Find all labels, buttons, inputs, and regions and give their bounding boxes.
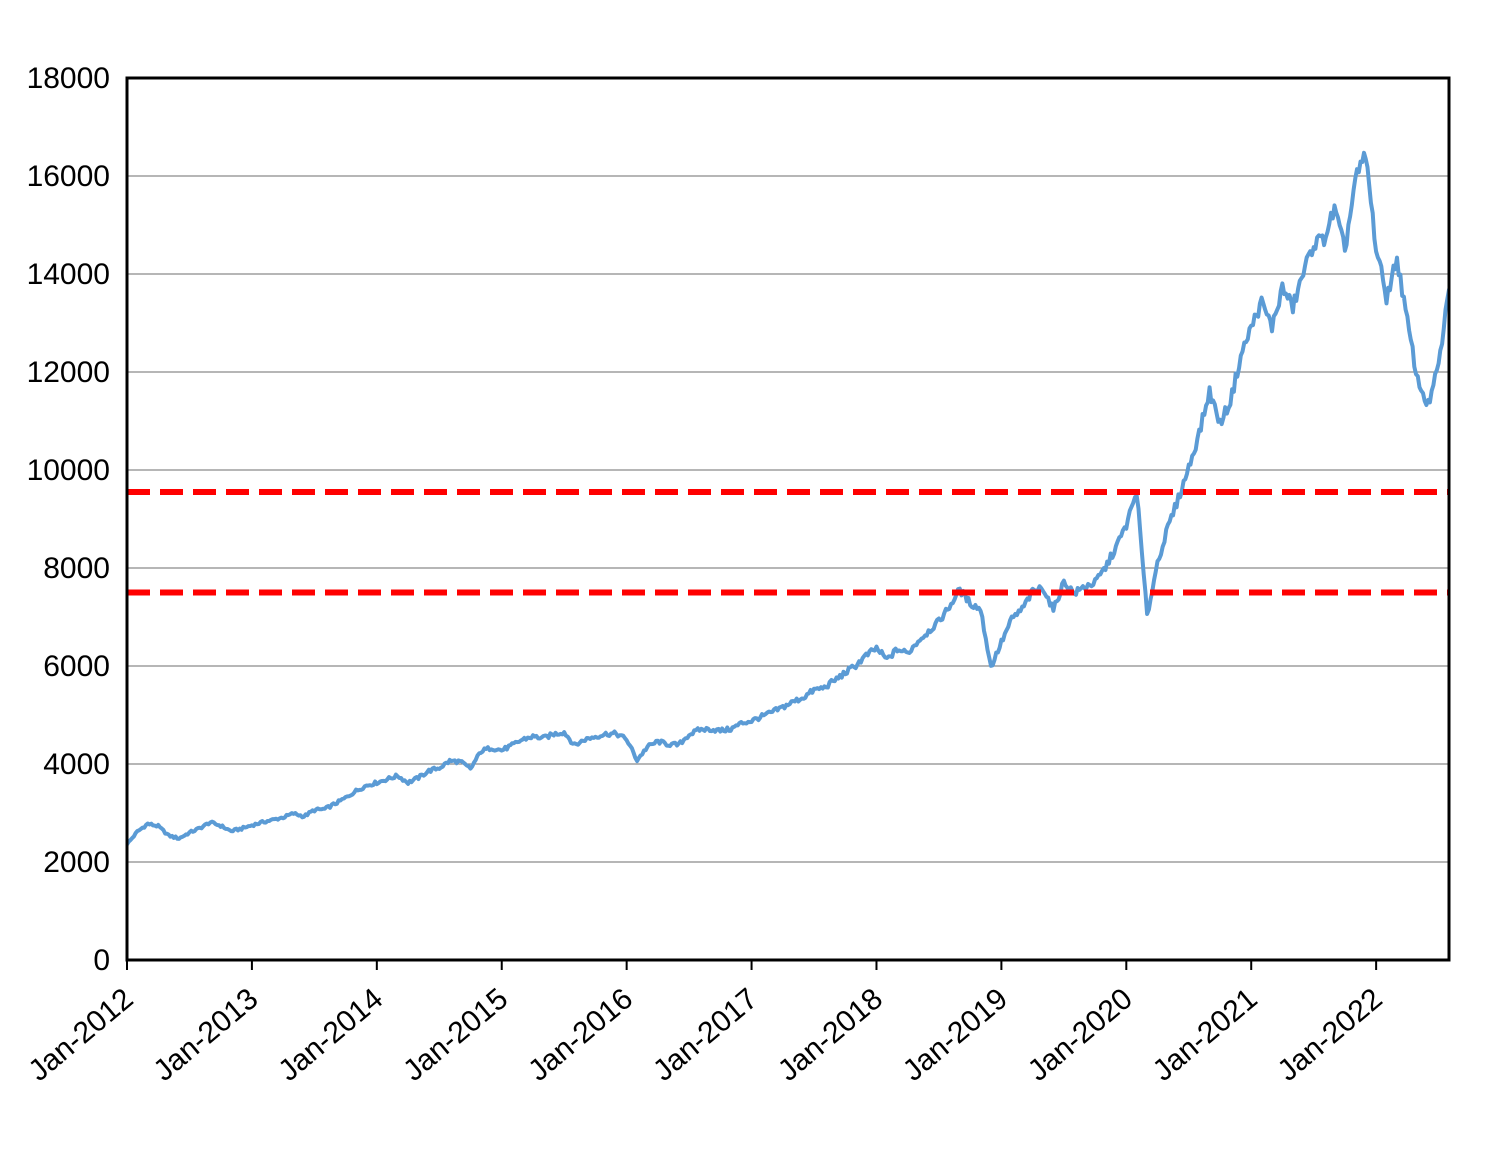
y-axis-tick-label: 16000	[27, 160, 110, 193]
y-axis-tick-label: 6000	[43, 650, 110, 683]
y-axis-tick-label: 2000	[43, 846, 110, 879]
y-axis-tick-label: 8000	[43, 552, 110, 585]
plot-border	[125, 76, 1451, 962]
y-axis-tick-label: 10000	[27, 454, 110, 487]
y-axis-tick-label: 18000	[27, 62, 110, 95]
y-axis-tick-label: 0	[93, 944, 110, 977]
y-axis-tick-label: 12000	[27, 356, 110, 389]
series-line-index-level	[127, 150, 1449, 847]
y-axis-tick-label: 4000	[43, 748, 110, 781]
y-axis-tick-label: 14000	[27, 258, 110, 291]
